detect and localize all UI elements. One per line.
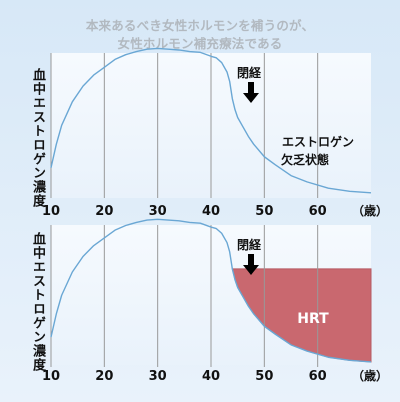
- bottom-tick-label-40: 40: [202, 369, 220, 384]
- top-tick-label-20: 20: [95, 204, 113, 219]
- bottom-tick-label-30: 30: [149, 369, 167, 384]
- bottom-x-unit-label: （歳）: [352, 368, 388, 383]
- top-menopause-arrow: [243, 82, 259, 103]
- bottom-tick-label-20: 20: [95, 369, 113, 384]
- deficiency-label-line-1: エストロゲン: [282, 134, 354, 149]
- top-tick-label-50: 50: [255, 204, 273, 219]
- bottom-tick-label-10: 10: [42, 369, 60, 384]
- bottom-menopause-label: 閉経: [237, 237, 262, 252]
- top-tick-label-60: 60: [309, 204, 327, 219]
- top-tick-label-10: 10: [42, 204, 60, 219]
- headline-line-1: 本来あるべき女性ホルモンを補うのが、: [85, 18, 315, 33]
- top-menopause-label: 閉経: [237, 65, 262, 80]
- hrt-label: HRT: [297, 311, 329, 327]
- top-tick-label-30: 30: [149, 204, 167, 219]
- bottom-estrogen-curve: [50, 218, 372, 363]
- bottom-tick-label-50: 50: [255, 369, 273, 384]
- top-estrogen-curve: [50, 47, 372, 194]
- top-tick-label-40: 40: [202, 204, 220, 219]
- top-x-unit-label: （歳）: [352, 203, 388, 218]
- headline-line-2: 女性ホルモン補充療法である: [117, 36, 283, 51]
- bottom-tick-label-60: 60: [309, 369, 327, 384]
- bottom-chart-ylabel: 血中エストロゲン濃度: [30, 232, 45, 372]
- top-chart-ylabel: 血中エストロゲン濃度: [30, 68, 45, 208]
- bottom-menopause-arrow: [243, 254, 259, 275]
- deficiency-label-line-2: 欠乏状態: [281, 152, 329, 167]
